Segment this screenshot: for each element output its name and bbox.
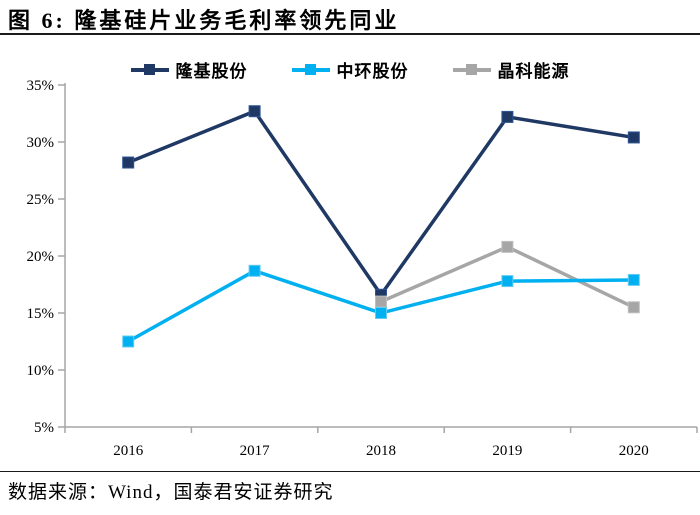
legend-item-longi: 隆基股份 [130,57,248,82]
data-point-marker [248,264,261,277]
y-tick-label: 10% [27,363,55,379]
data-point-marker [627,131,640,144]
data-point-marker [501,240,514,253]
data-point-marker [501,275,514,288]
data-point-marker [501,110,514,123]
data-point-marker [122,335,135,348]
data-point-marker [627,301,640,314]
legend-item-jinko: 晶科能源 [452,57,570,82]
x-tick-label: 2019 [492,443,522,459]
legend-label: 中环股份 [336,62,409,81]
data-source: 数据来源：Wind，国泰君安证券研究 [8,482,334,503]
x-tick-label: 2016 [113,443,144,459]
y-tick-label: 20% [27,249,55,265]
x-tick-label: 2018 [366,443,396,459]
y-tick-label: 30% [27,135,55,151]
line-marker-icon [130,63,169,76]
legend-label: 隆基股份 [175,62,248,81]
data-point-marker [627,273,640,286]
y-tick-label: 25% [27,192,55,208]
line-chart: 35% 30% 25% 20% 15% 10% 5% 2016 2017 2018 2019 2020 [27,78,698,459]
data-point-marker [375,307,387,319]
series-line-0 [127,109,635,298]
footer-divider [0,471,700,472]
line-marker-icon [291,63,330,76]
figure-header: 图 6: 隆基硅片业务毛利率领先同业 [0,0,700,35]
legend-item-zhonghuan: 中环股份 [291,57,409,82]
y-tick-label: 15% [27,306,55,322]
chart-legend: 隆基股份 中环股份 晶科能源 [0,57,700,82]
figure-title: 图 6: 隆基硅片业务毛利率领先同业 [8,8,400,33]
data-point-marker [122,156,135,169]
y-tick-label: 35% [27,78,55,94]
x-tick-label: 2017 [240,443,271,459]
line-marker-icon [452,63,491,76]
data-point-marker [375,295,387,308]
x-tick-label: 2020 [619,443,649,459]
y-tick-label: 5% [34,420,54,436]
legend-label: 晶科能源 [497,62,570,81]
data-point-marker [248,105,261,118]
